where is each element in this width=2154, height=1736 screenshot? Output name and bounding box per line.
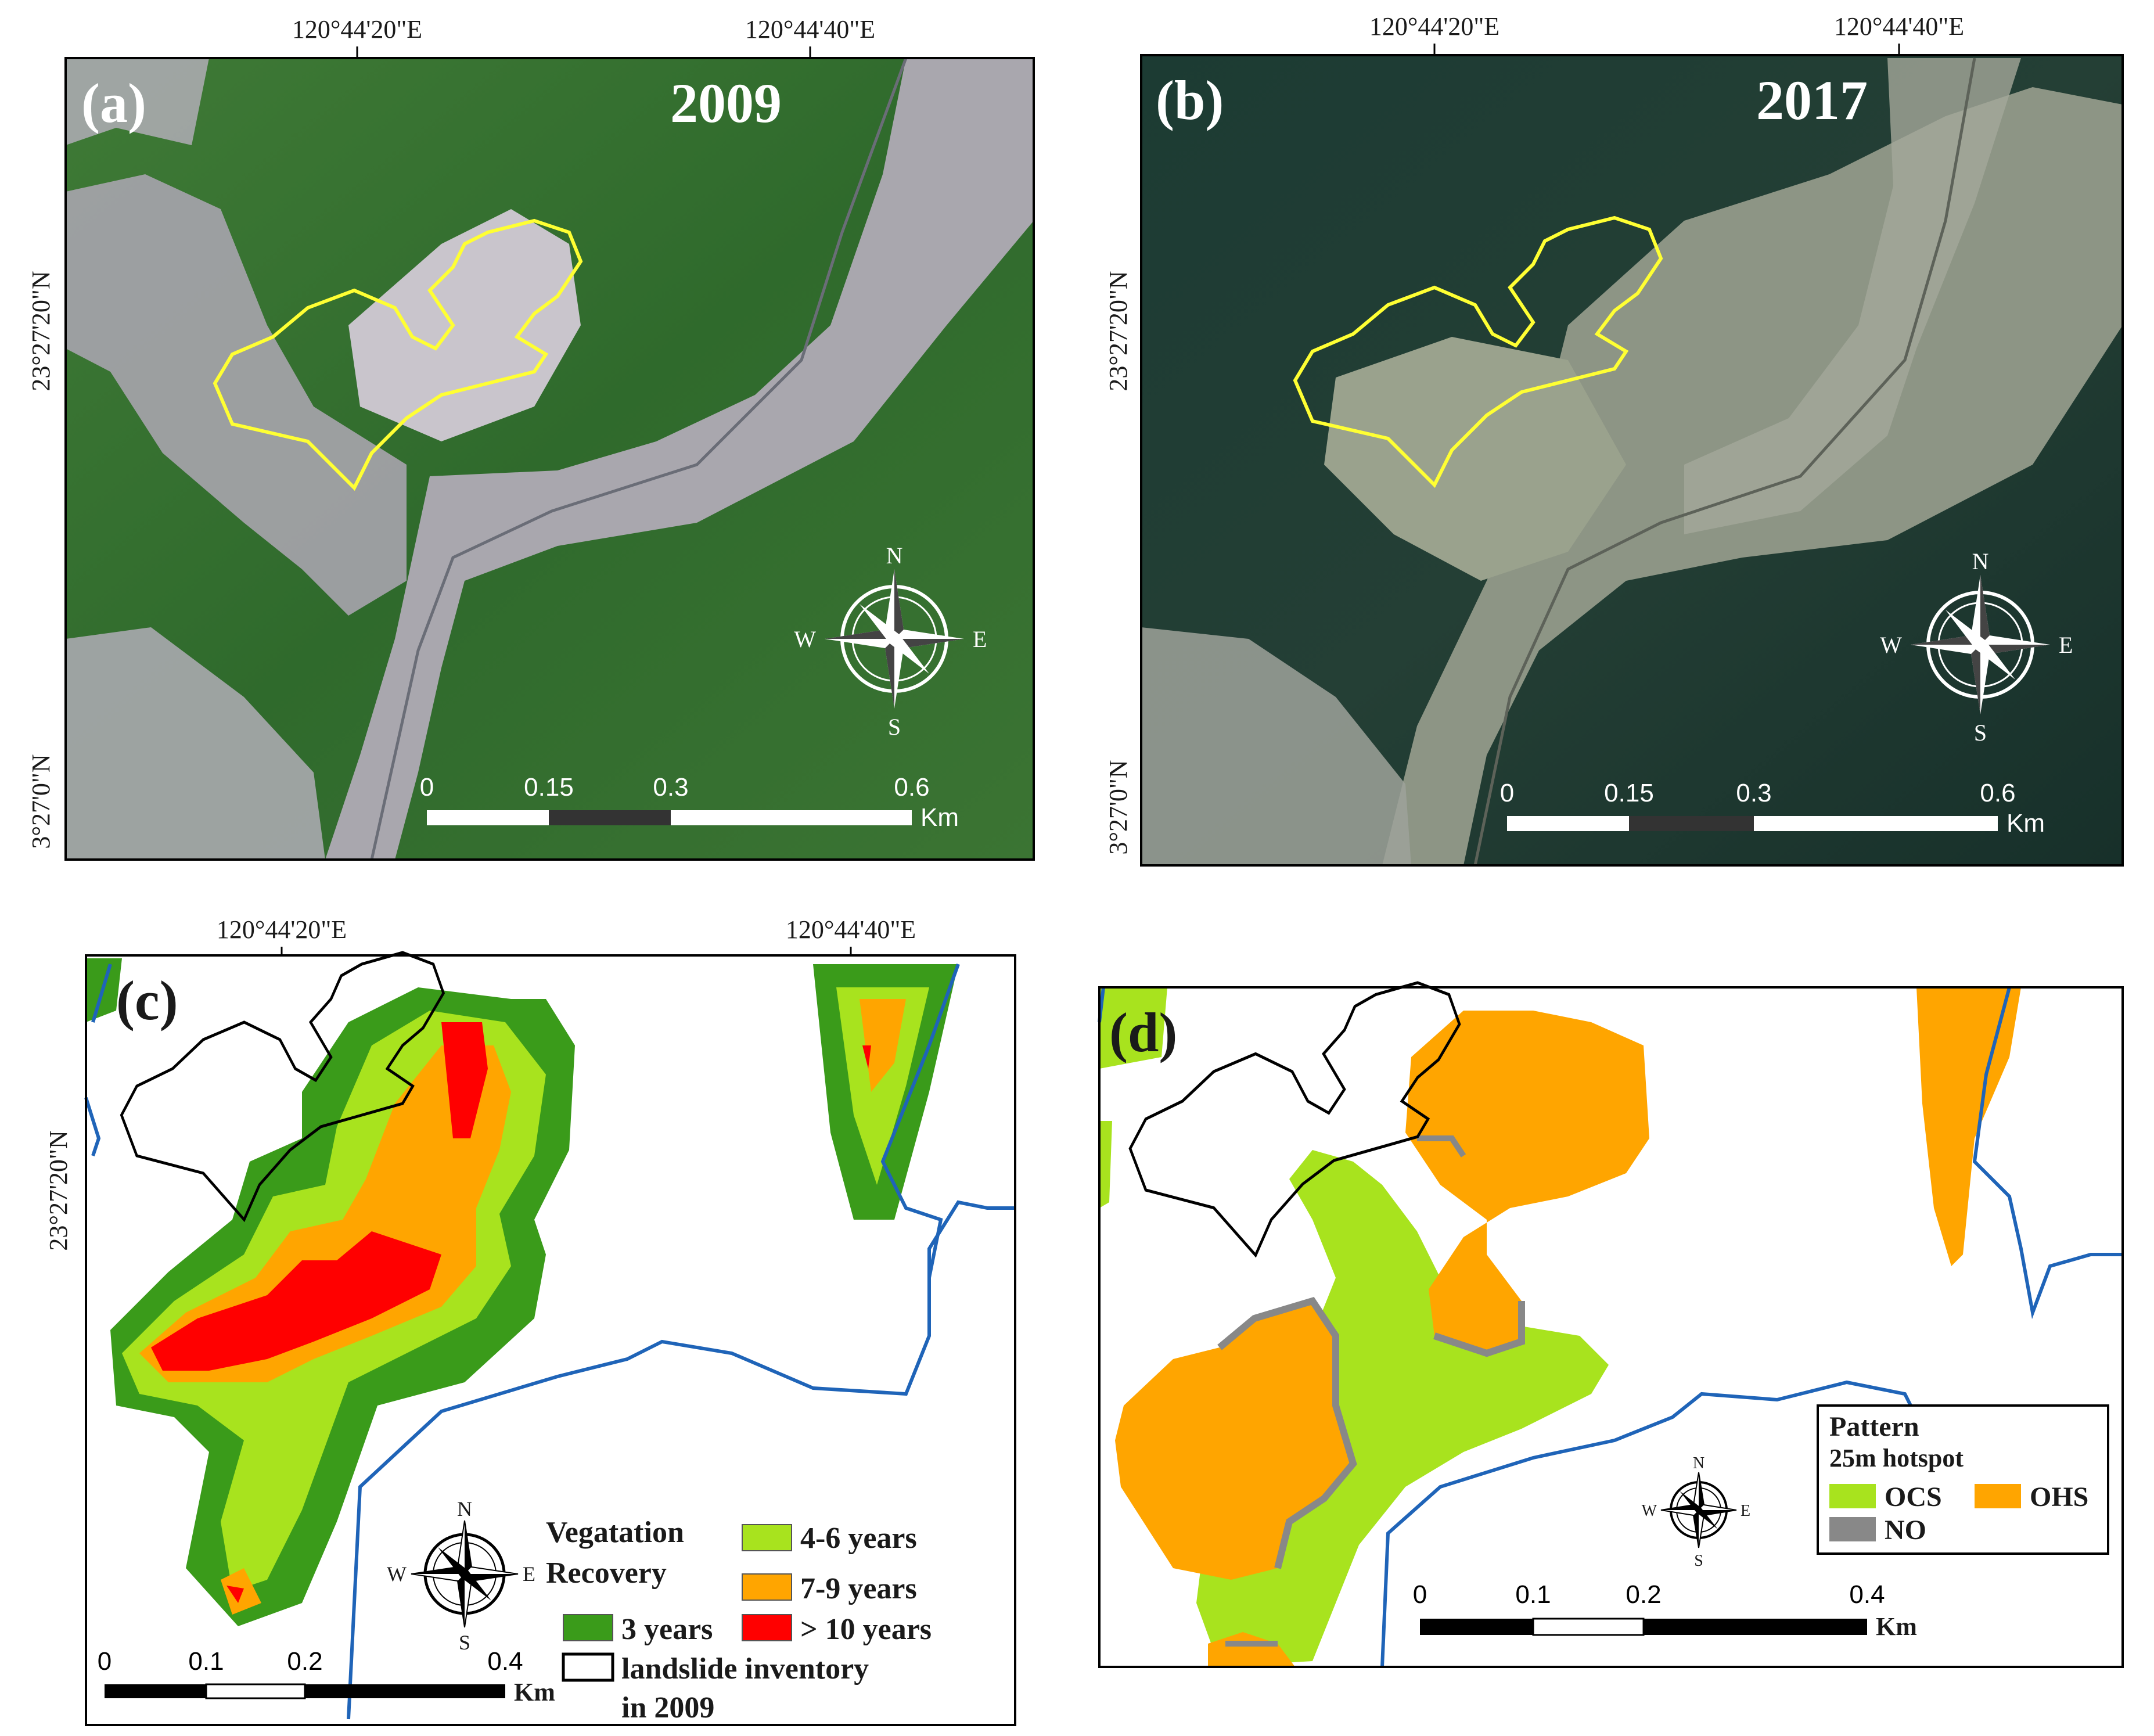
svg-text:in 2009: in 2009 [621,1691,714,1724]
legend-swatch-7-9 [742,1573,792,1601]
svg-text:N: N [457,1497,472,1521]
svg-text:E: E [1741,1502,1750,1520]
svg-text:7-9 years: 7-9 years [800,1572,917,1605]
legend-swatch-inventory [562,1652,614,1682]
svg-text:0.15: 0.15 [1604,779,1654,807]
svg-text:Km: Km [920,803,959,832]
panel-d-legend-title: Pattern [1829,1411,1919,1442]
panel-c-compass-icon: N E S W [387,1497,535,1654]
panel-c-recovery-map [84,953,1015,1720]
panel-a-left-tick-2: 3°27'0"N [27,754,55,849]
svg-text:N: N [1972,548,1989,574]
panel-a-imagery [66,57,1034,860]
svg-text:OHS: OHS [2030,1482,2088,1512]
panel-b-top-tick-2: 120°44'40"E [1834,12,1964,41]
svg-text:0.1: 0.1 [1515,1580,1551,1609]
panel-d-hotspot-map [1098,983,2123,1667]
svg-text:4-6 years: 4-6 years [800,1522,917,1555]
panel-a-scale-bar: 0 0.15 0.3 0.6 Km [420,773,959,832]
panel-a-compass-icon: N E S W [794,542,987,740]
svg-text:S: S [459,1631,470,1654]
legend-swatch-ohs [1975,1484,2021,1508]
svg-text:Km: Km [1876,1612,1917,1641]
svg-text:W: W [1880,632,1902,658]
panel-b-scale-bar: 0 0.15 0.3 0.6 Km [1500,779,2045,838]
panel-b-left-tick-2: 3°27'0"N [1104,760,1132,854]
svg-text:landslide inventory: landslide inventory [621,1652,869,1685]
panel-c-letter: (c) [116,969,178,1031]
panel-d-letter: (d) [1109,1001,1177,1063]
panel-c-left-tick-1: 23°27'20"N [44,1130,73,1250]
svg-text:E: E [523,1562,535,1586]
panel-a-year: 2009 [670,72,782,134]
panel-d-legend-subtitle: 25m hotspot [1829,1444,1964,1472]
svg-text:N: N [1693,1454,1704,1472]
panel-c-top-tick-2: 120°44'40"E [786,915,916,944]
panel-c-legend: Vegatation Recovery 4-6 years 7-9 years … [546,1516,932,1724]
legend-swatch-3 [563,1614,613,1641]
svg-text:OCS: OCS [1885,1482,1942,1512]
svg-text:0: 0 [1500,779,1514,807]
panel-d-scale-bar: 0 0.1 0.2 0.4 Km [1413,1580,1917,1641]
panel-a-top-tick-1: 120°44'20"E [292,15,422,44]
svg-text:3 years: 3 years [621,1613,713,1646]
svg-text:NO: NO [1885,1515,1926,1545]
svg-text:0.3: 0.3 [653,773,688,801]
svg-text:0: 0 [98,1647,112,1676]
panel-c-top-tick-1: 120°44'20"E [217,915,347,944]
panel-a-letter: (a) [81,72,146,134]
legend-swatch-10 [742,1614,792,1641]
svg-text:W: W [1642,1502,1657,1520]
svg-text:N: N [886,542,903,569]
svg-text:W: W [387,1562,407,1586]
svg-text:S: S [1974,720,1987,746]
svg-text:S: S [888,714,901,740]
svg-text:0.6: 0.6 [894,773,929,801]
panel-a-left-tick-1: 23°27'20"N [27,271,55,391]
panel-d-compass-icon: N E S W [1642,1454,1751,1570]
svg-text:W: W [794,626,816,652]
panel-c-legend-title-2: Recovery [546,1557,667,1590]
panel-b-compass-icon: N E S W [1880,548,2073,746]
svg-text:0: 0 [420,773,434,801]
svg-text:0.2: 0.2 [287,1647,322,1676]
panel-a: 120°44'20"E 120°44'40"E 23°27'20"N 3°27'… [27,15,1035,861]
panel-b-letter: (b) [1156,69,1224,131]
svg-text:0.3: 0.3 [1736,779,1771,807]
svg-text:0.4: 0.4 [1849,1580,1885,1609]
legend-swatch-no [1829,1517,1876,1541]
panel-a-top-tick-2: 120°44'40"E [745,15,875,44]
panel-c: 120°44'20"E 120°44'40"E 23°27'20"N [44,915,1016,1726]
svg-text:E: E [2059,632,2073,658]
legend-swatch-4-6 [742,1524,792,1551]
svg-text:0.4: 0.4 [487,1647,523,1676]
panel-b: 120°44'20"E 120°44'40"E 23°27'20"N 3°27'… [1104,12,2124,867]
panel-c-scale-bar: 0 0.1 0.2 0.4 Km [98,1647,555,1706]
panel-b-imagery [1141,55,2123,866]
legend-swatch-ocs [1829,1484,1876,1508]
panel-b-left-tick-1: 23°27'20"N [1104,271,1132,391]
panel-d: (d) N E S W Pattern 25m hotspot OCS OHS [1098,983,2124,1668]
panel-c-legend-title-1: Vegatation [546,1516,684,1549]
panel-b-year: 2017 [1756,69,1868,131]
svg-text:0.1: 0.1 [188,1647,224,1676]
svg-text:0.15: 0.15 [524,773,574,801]
panel-d-legend: Pattern 25m hotspot OCS OHS NO [1817,1404,2109,1555]
panel-b-top-tick-1: 120°44'20"E [1369,12,1499,41]
svg-text:Km: Km [2006,809,2045,838]
svg-text:E: E [973,626,987,652]
svg-text:Km: Km [514,1678,555,1706]
svg-text:> 10 years: > 10 years [800,1613,932,1646]
svg-text:0.6: 0.6 [1980,779,2015,807]
svg-text:0.2: 0.2 [1626,1580,1661,1609]
svg-text:0: 0 [1413,1580,1427,1609]
svg-text:S: S [1694,1552,1703,1570]
